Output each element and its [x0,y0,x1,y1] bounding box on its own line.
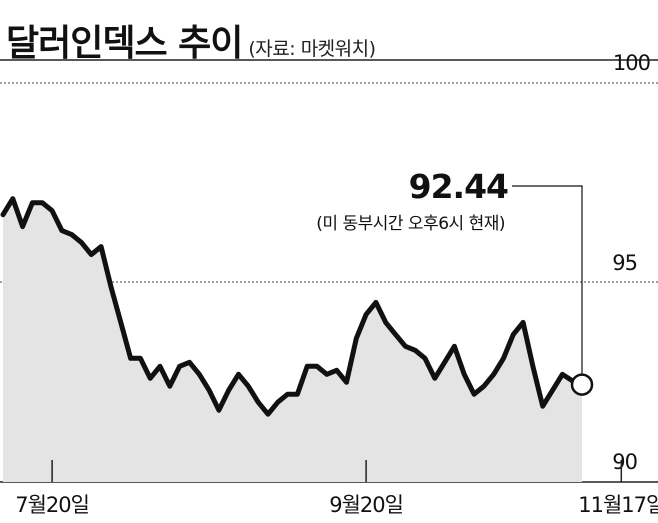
area-layer [0,196,594,482]
y-tick-label-90: 90 [612,450,637,474]
y-tick-label-100: 100 [613,51,650,75]
annotation-leader-line [512,185,583,375]
chart-title: 달러인덱스 추이 [6,23,243,64]
chart-header: 달러인덱스 추이 (자료: 마켓워치) [6,14,376,64]
latest-value-marker [570,373,594,396]
latest-value-label: 92.44 [409,167,508,206]
chart-source: (자료: 마켓워치) [248,38,376,60]
y-tick-label-95: 95 [612,251,637,275]
x-ticks: 7월20일 9월20일 11월17일 [15,460,658,517]
series-area [3,198,582,482]
x-tick-label: 11월17일 [578,493,658,517]
latest-value-note: (미 동부시간 오후6시 현재) [316,214,505,234]
x-tick-label: 7월20일 [15,493,89,517]
x-tick-label: 9월20일 [329,493,403,517]
series-line [0,196,585,417]
